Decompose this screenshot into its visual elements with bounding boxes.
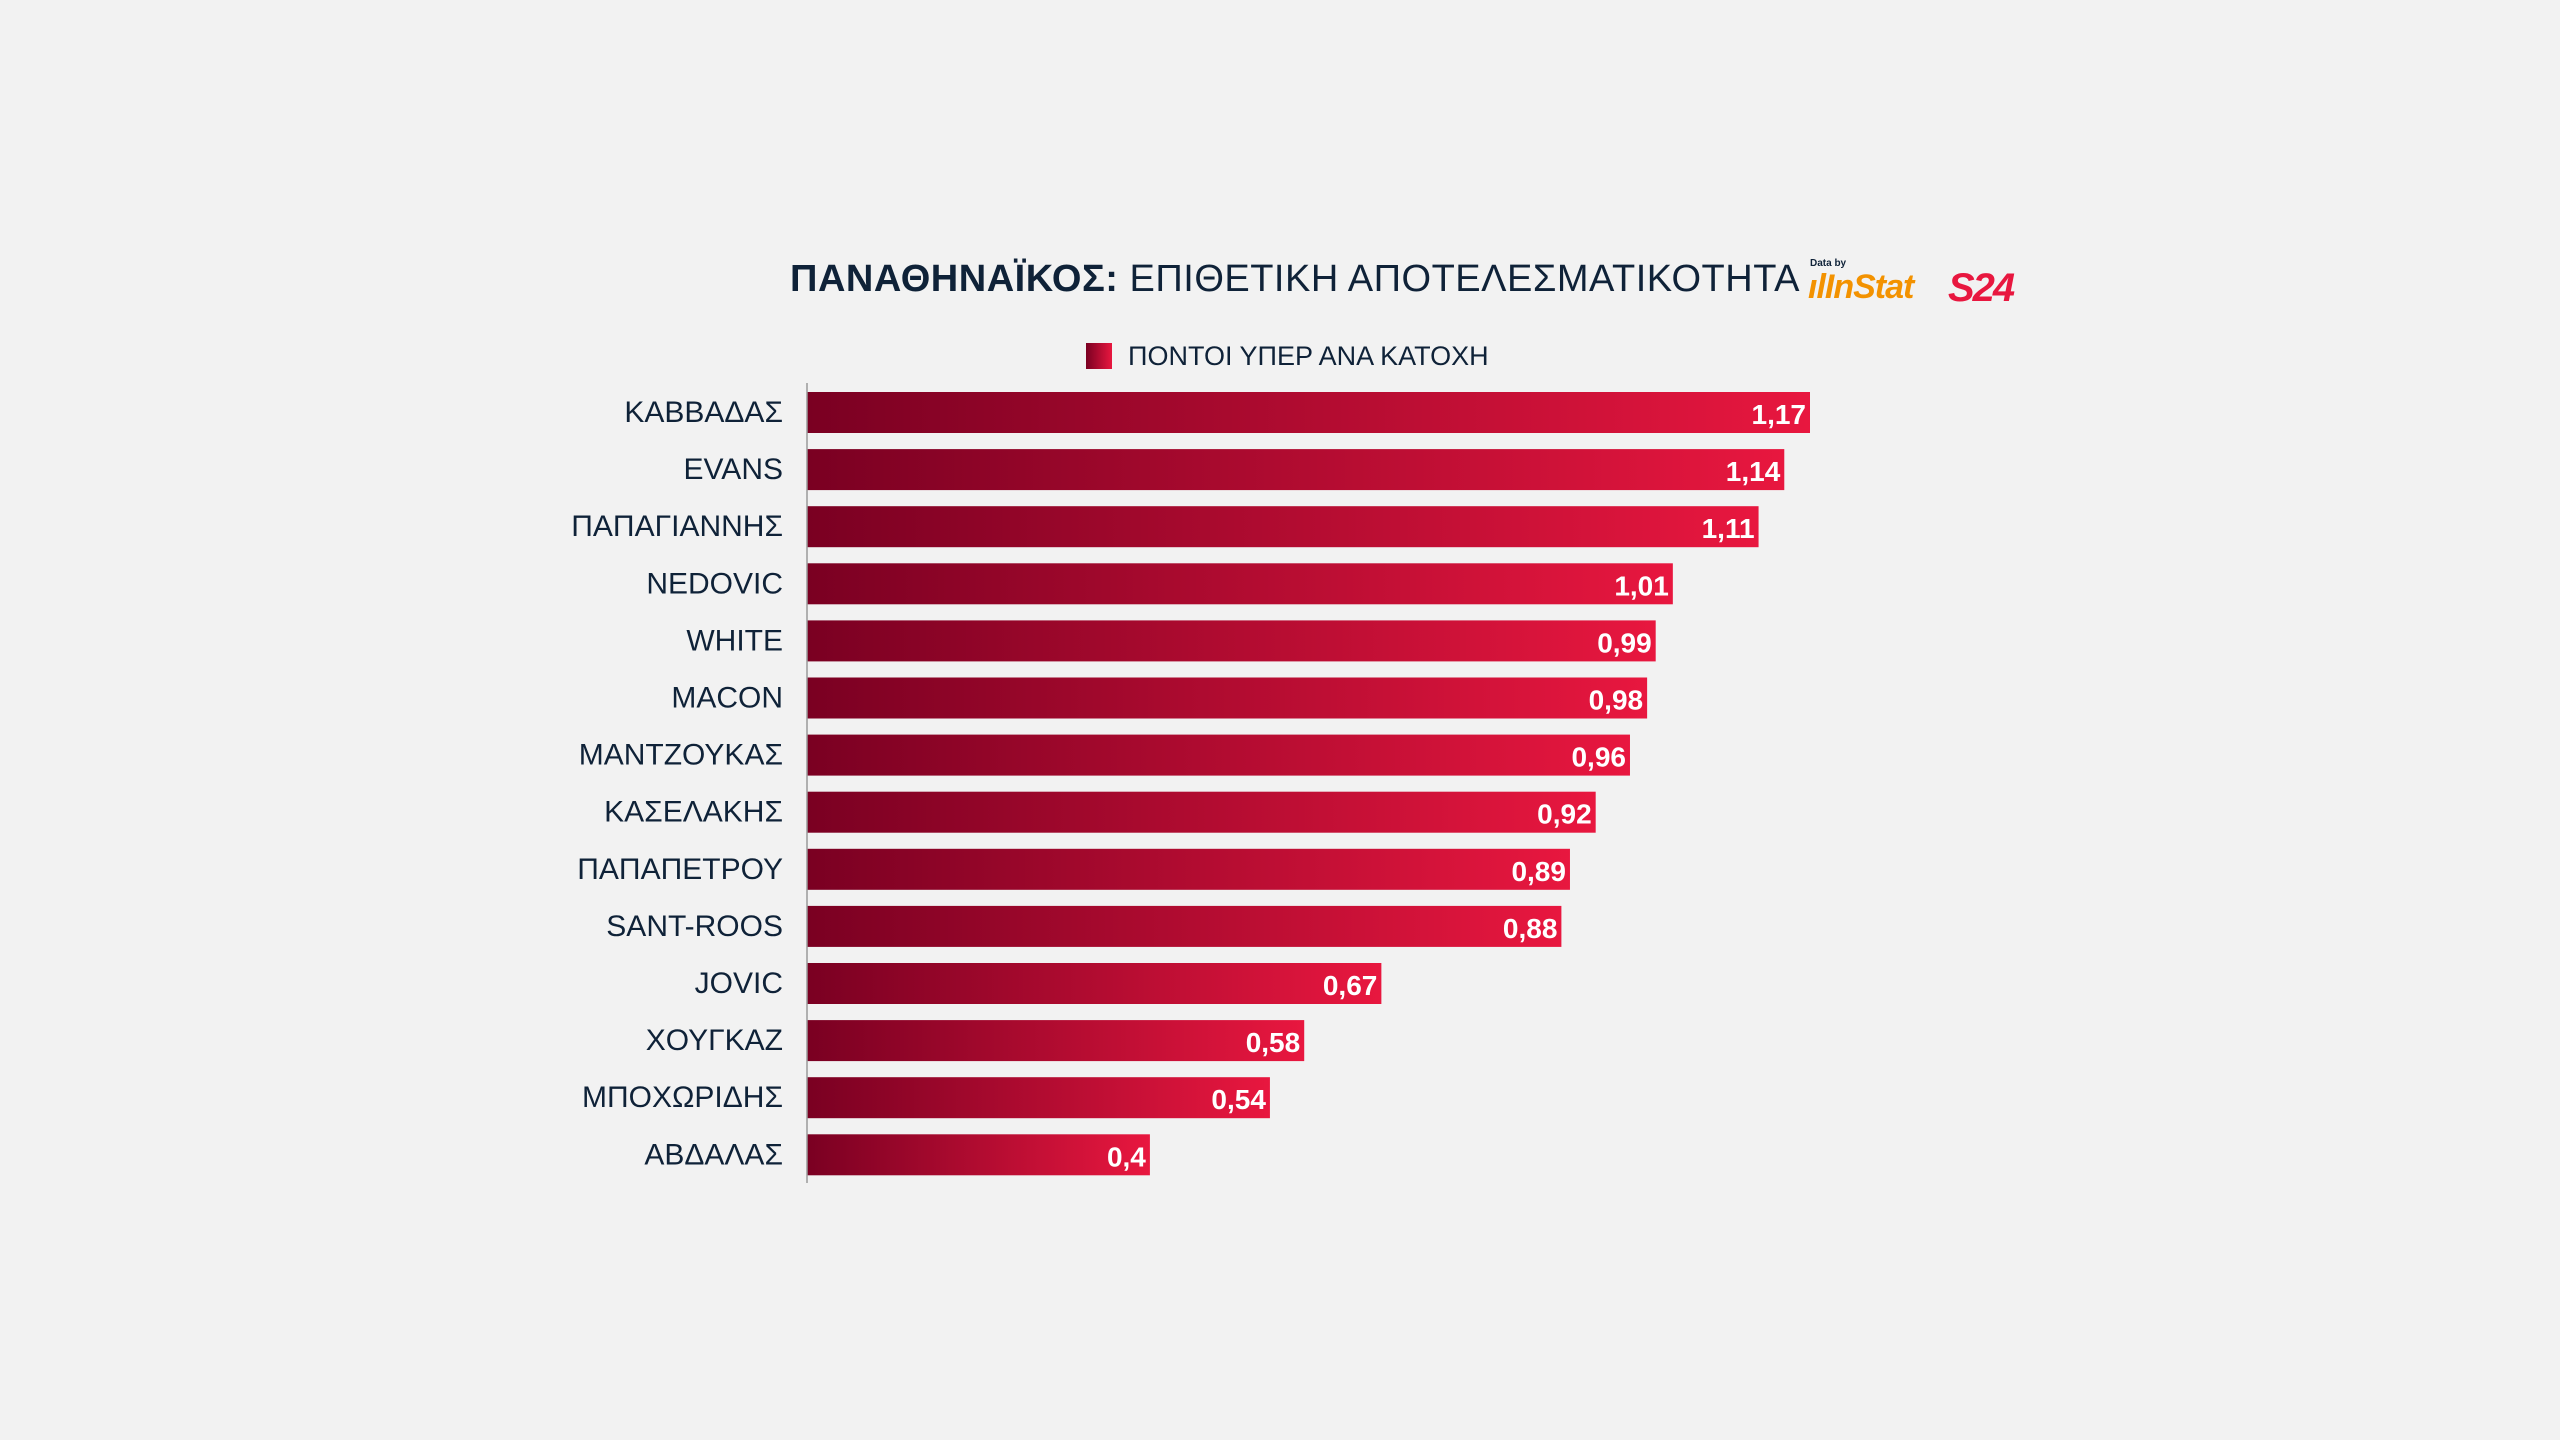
value-label: 0,89 xyxy=(1511,856,1566,887)
category-label: ΚΑΒΒΑΔΑΣ xyxy=(624,396,783,429)
category-label: SANT-ROOS xyxy=(606,910,783,943)
legend-swatch xyxy=(1086,343,1112,369)
chart-title-subject: ΕΠΙΘΕΤΙΚΗ ΑΠΟΤΕΛΕΣΜΑΤΙΚΟΤΗΤΑ xyxy=(1129,258,1800,300)
value-label: 0,4 xyxy=(1107,1141,1146,1172)
value-label: 0,98 xyxy=(1589,685,1644,716)
bars-group: ΚΑΒΒΑΔΑΣ 1,17 EVANS 1,14 ΠΑΠΑΓΙΑΝΝΗΣ 1,11 NEDO… xyxy=(571,392,1810,1176)
chart-legend: ΠΟΝΤΟΙ ΥΠΕΡ ΑΝΑ ΚΑΤΟΧΗ xyxy=(1086,340,1489,372)
bar xyxy=(807,1134,1150,1176)
value-label: 0,99 xyxy=(1597,627,1652,658)
bar xyxy=(807,1077,1270,1119)
category-label: ΜΑΝΤΖΟΥΚΑΣ xyxy=(579,739,783,772)
category-label: ΚΑΣΕΛΑΚΗΣ xyxy=(604,796,783,829)
s24-logo: S24 xyxy=(1948,266,2015,310)
value-label: 1,01 xyxy=(1614,570,1669,601)
instat-bars-icon: ıl xyxy=(1808,268,1826,306)
value-label: 0,96 xyxy=(1571,742,1626,773)
chart-header: ΠΑΝΑΘΗΝΑΪΚΟΣ: ΕΠΙΘΕΤΙΚΗ ΑΠΟΤΕΛΕΣΜΑΤΙΚΟΤΗ… xyxy=(0,252,2560,322)
legend-label: ΠΟΝΤΟΙ ΥΠΕΡ ΑΝΑ ΚΑΤΟΧΗ xyxy=(1128,340,1489,371)
logos: Data by ılInStat S24 xyxy=(1808,258,2028,310)
value-label: 1,17 xyxy=(1752,399,1807,430)
category-label: NEDOVIC xyxy=(646,567,783,600)
bar xyxy=(807,963,1382,1004)
value-label: 0,58 xyxy=(1246,1027,1301,1058)
bar xyxy=(807,677,1648,719)
instat-logo: ılInStat xyxy=(1808,268,1914,307)
value-label: 1,14 xyxy=(1726,456,1781,487)
category-label: JOVIC xyxy=(695,967,783,1000)
bar xyxy=(807,392,1810,433)
chart-title: ΠΑΝΑΘΗΝΑΪΚΟΣ: ΕΠΙΘΕΤΙΚΗ ΑΠΟΤΕΛΕΣΜΑΤΙΚΟΤΗ… xyxy=(790,258,1800,301)
category-label: WHITE xyxy=(686,624,783,657)
bar xyxy=(807,734,1630,776)
bar xyxy=(807,449,1785,491)
bar xyxy=(807,620,1656,662)
instat-caption: Data by xyxy=(1810,258,1847,269)
category-label: ΧΟΥΓΚΑΖ xyxy=(646,1024,783,1057)
category-label: ΠΑΠΑΠΕΤΡΟΥ xyxy=(577,853,783,886)
chart-title-team: ΠΑΝΑΘΗΝΑΪΚΟΣ: xyxy=(790,258,1119,300)
bar xyxy=(807,563,1673,605)
category-label: ΠΑΠΑΓΙΑΝΝΗΣ xyxy=(571,510,783,543)
value-label: 0,88 xyxy=(1503,913,1558,944)
bar xyxy=(807,848,1570,890)
bar xyxy=(807,905,1562,947)
value-label: 0,54 xyxy=(1211,1084,1266,1115)
bar xyxy=(807,791,1596,833)
category-label: ΜΠΟΧΩΡΙΔΗΣ xyxy=(582,1081,783,1114)
bar xyxy=(807,1020,1305,1062)
value-label: 0,92 xyxy=(1537,799,1592,830)
instat-logo-text: InStat xyxy=(1824,268,1914,306)
value-label: 0,67 xyxy=(1323,970,1378,1001)
bar xyxy=(807,506,1759,548)
value-label: 1,11 xyxy=(1702,513,1755,544)
category-label: ΑΒΔΑΛΑΣ xyxy=(644,1138,783,1171)
category-label: EVANS xyxy=(684,453,783,486)
category-label: MACON xyxy=(671,682,783,715)
